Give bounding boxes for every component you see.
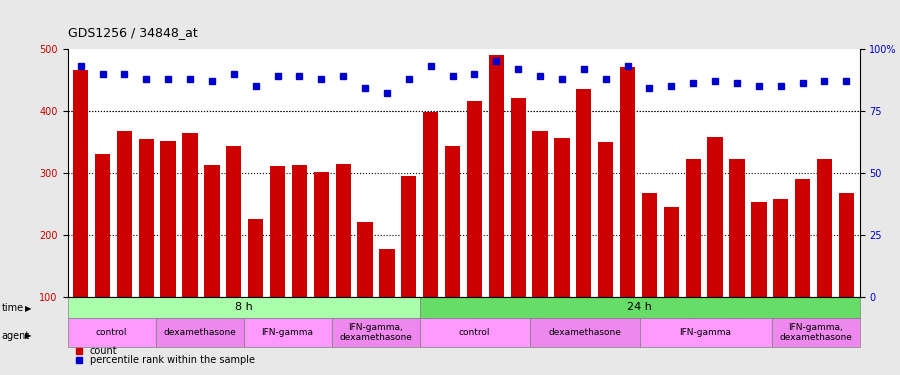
Bar [771,318,859,346]
Bar [160,141,176,297]
Bar [357,222,373,297]
Bar [292,165,307,297]
Text: control: control [459,328,490,337]
Text: time: time [2,303,24,313]
Bar [139,139,154,297]
Bar [773,199,788,297]
Bar [248,219,264,297]
Bar [204,165,220,297]
Text: dexamethasone: dexamethasone [163,328,236,337]
Bar [576,89,591,297]
Bar [554,138,570,297]
Bar [817,159,833,297]
Text: dexamethasone: dexamethasone [548,328,621,337]
Bar [94,154,110,297]
Bar [244,318,331,346]
Bar [156,318,244,346]
Bar [68,297,419,318]
Bar [401,176,417,297]
Bar [467,102,482,297]
Bar [445,146,460,297]
Text: control: control [95,328,127,337]
Bar [331,318,419,346]
Bar [642,193,657,297]
Bar [419,297,860,318]
Bar [686,159,701,297]
Text: count: count [90,346,117,356]
Text: 8 h: 8 h [235,302,252,312]
Text: ▶: ▶ [25,331,32,340]
Text: IFN-gamma: IFN-gamma [680,328,732,337]
Bar [529,318,640,346]
Bar [336,164,351,297]
Bar [313,172,328,297]
Bar [423,112,438,297]
Text: IFN-gamma: IFN-gamma [262,328,313,337]
Text: GDS1256 / 34848_at: GDS1256 / 34848_at [68,26,197,39]
Text: 24 h: 24 h [627,302,652,312]
Bar [73,70,88,297]
Bar [489,55,504,297]
Bar [117,130,132,297]
Text: ▶: ▶ [25,304,32,313]
Bar [620,68,635,297]
Bar [640,318,771,346]
Bar [663,207,679,297]
Bar [707,138,723,297]
Text: IFN-gamma,
dexamethasone: IFN-gamma, dexamethasone [339,322,412,342]
Text: IFN-gamma,
dexamethasone: IFN-gamma, dexamethasone [779,322,852,342]
Bar [533,130,548,297]
Bar [226,146,241,297]
Bar [379,249,394,297]
Bar [183,132,198,297]
Bar [270,166,285,297]
Bar [839,193,854,297]
Bar [752,202,767,297]
Bar [795,179,810,297]
Bar [729,159,744,297]
Text: agent: agent [2,331,30,340]
Bar [68,318,156,346]
Bar [510,98,526,297]
Bar [419,318,529,346]
Bar [598,142,614,297]
Text: percentile rank within the sample: percentile rank within the sample [90,356,255,365]
